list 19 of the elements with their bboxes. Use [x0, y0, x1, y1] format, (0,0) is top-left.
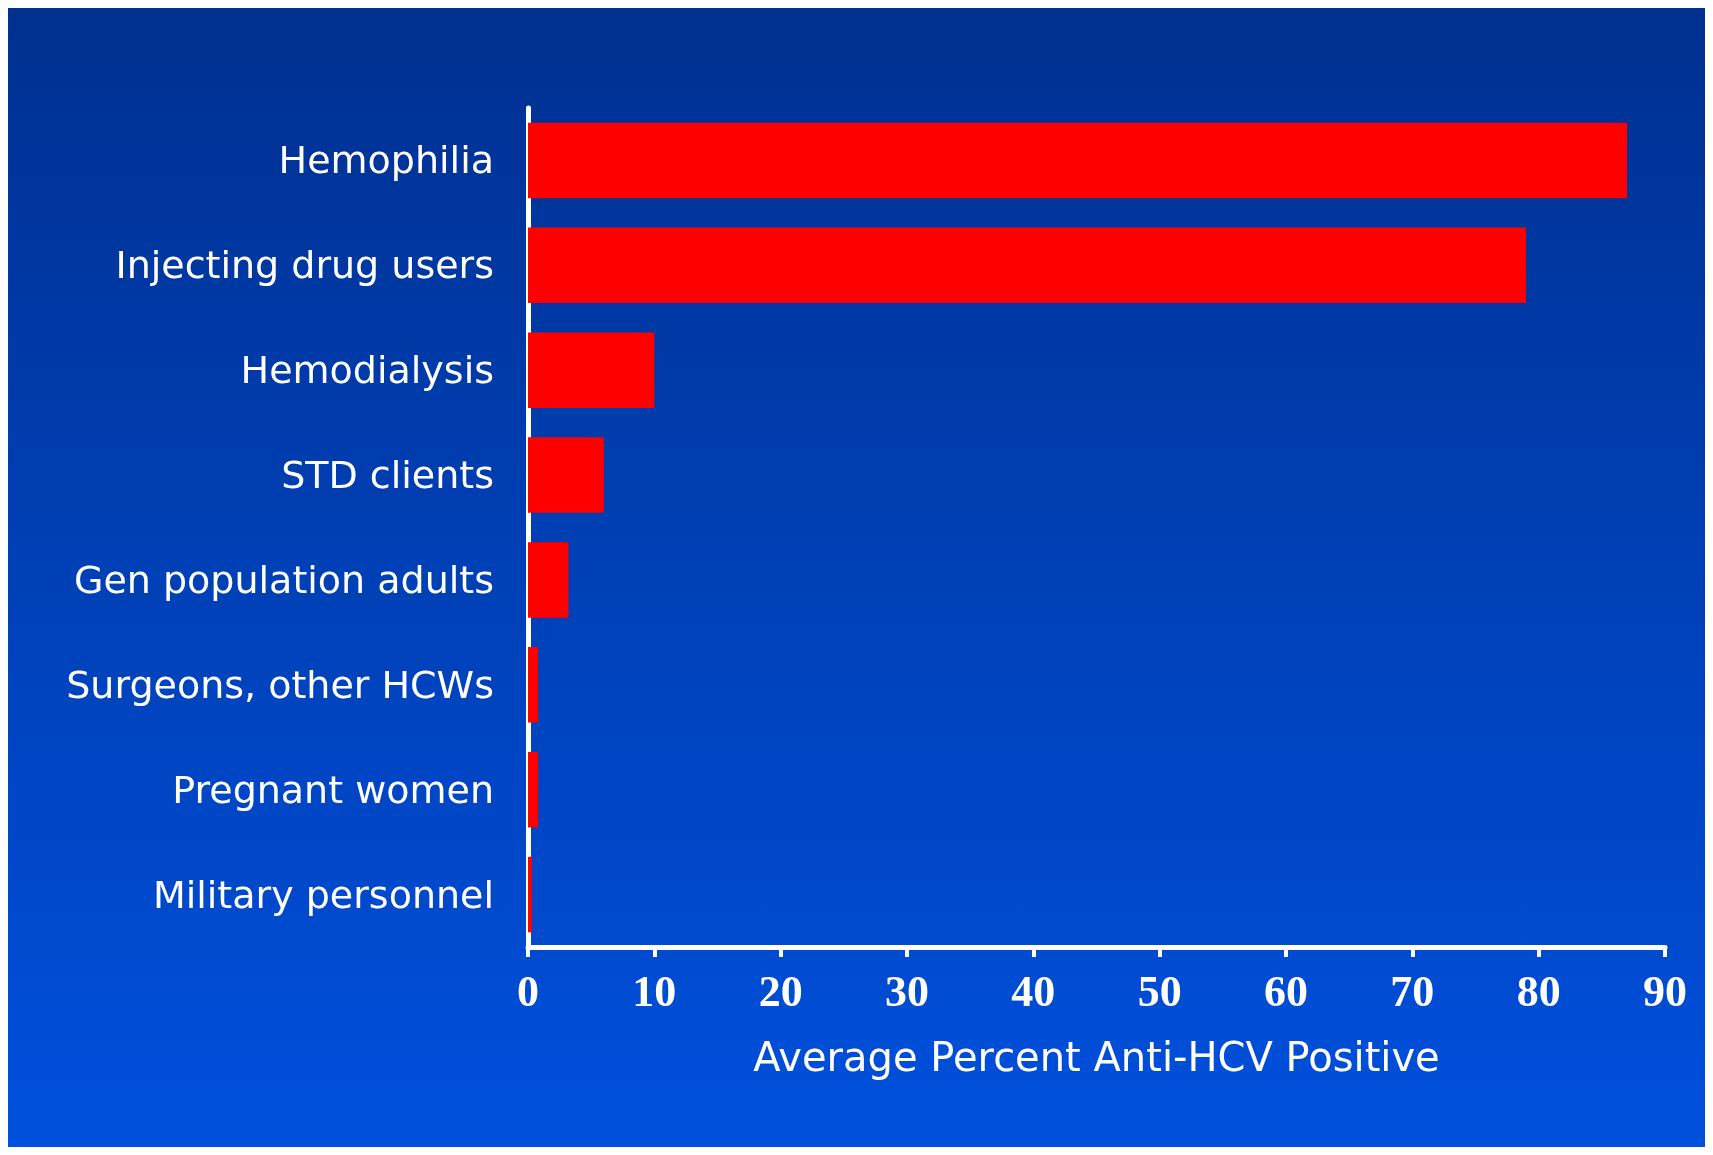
y-tick-label: Injecting drug users: [115, 243, 494, 288]
x-tick-label: 50: [1137, 966, 1182, 1016]
y-tick-label: Hemophilia: [278, 138, 494, 183]
x-tick-label: 20: [758, 966, 803, 1016]
x-tick-label: 30: [885, 966, 929, 1016]
y-tick-label: Military personnel: [152, 872, 494, 917]
x-tick-label: 10: [632, 966, 677, 1016]
y-tick-label: Pregnant women: [172, 767, 494, 812]
x-tick-label: 0: [517, 966, 539, 1016]
x-tick-label: 90: [1643, 966, 1687, 1016]
x-tick-label: 80: [1516, 966, 1561, 1016]
x-tick-label: 70: [1390, 966, 1435, 1016]
y-tick-label: STD clients: [281, 453, 494, 498]
x-axis-title: Average Percent Anti-HCV Positive: [753, 1034, 1440, 1080]
y-tick-label: Surgeons, other HCWs: [66, 662, 494, 707]
y-tick-label: Gen population adults: [73, 557, 494, 602]
x-tick-label: 60: [1264, 966, 1308, 1016]
x-tick-label: 40: [1011, 966, 1056, 1016]
y-tick-label: Hemodialysis: [240, 348, 494, 393]
